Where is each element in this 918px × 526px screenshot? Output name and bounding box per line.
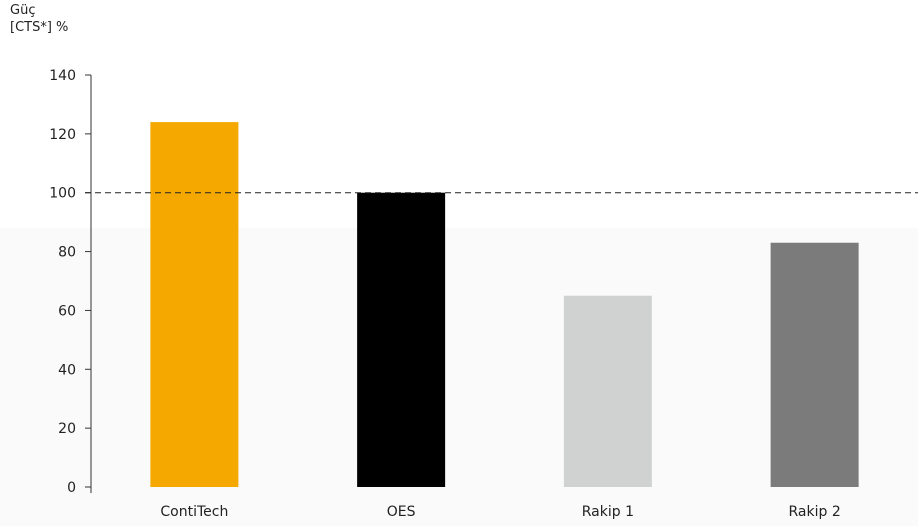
bar-contitech xyxy=(150,122,239,487)
y-tick-label: 60 xyxy=(58,303,76,319)
x-tick-label: ContiTech xyxy=(160,504,228,520)
y-axis-title-line2: [CTS*] % xyxy=(10,20,69,35)
bar-oes xyxy=(357,192,446,487)
y-tick-labels: 0 20 40 60 80 100 120 140 xyxy=(49,68,76,496)
x-tick-label: Rakip 1 xyxy=(582,504,634,520)
y-tick-label: 40 xyxy=(58,362,76,378)
y-tick-label: 0 xyxy=(67,480,76,496)
bar-rakip-1 xyxy=(563,295,652,487)
bar-rakip-2 xyxy=(770,242,859,487)
x-tick-labels: ContiTech OES Rakip 1 Rakip 2 xyxy=(160,504,840,520)
y-axis-title-line1: Güç xyxy=(10,3,36,18)
y-axis-title: Güç [CTS*] % xyxy=(10,2,68,36)
y-tick-label: 100 xyxy=(49,186,76,202)
y-tick-label: 120 xyxy=(49,127,76,143)
y-tick-label: 140 xyxy=(49,68,76,84)
x-tick-label: Rakip 2 xyxy=(789,504,841,520)
y-tick-label: 80 xyxy=(58,245,76,261)
x-tick-label: OES xyxy=(387,504,416,520)
bars-group xyxy=(150,122,859,487)
y-tick-label: 20 xyxy=(58,421,76,437)
